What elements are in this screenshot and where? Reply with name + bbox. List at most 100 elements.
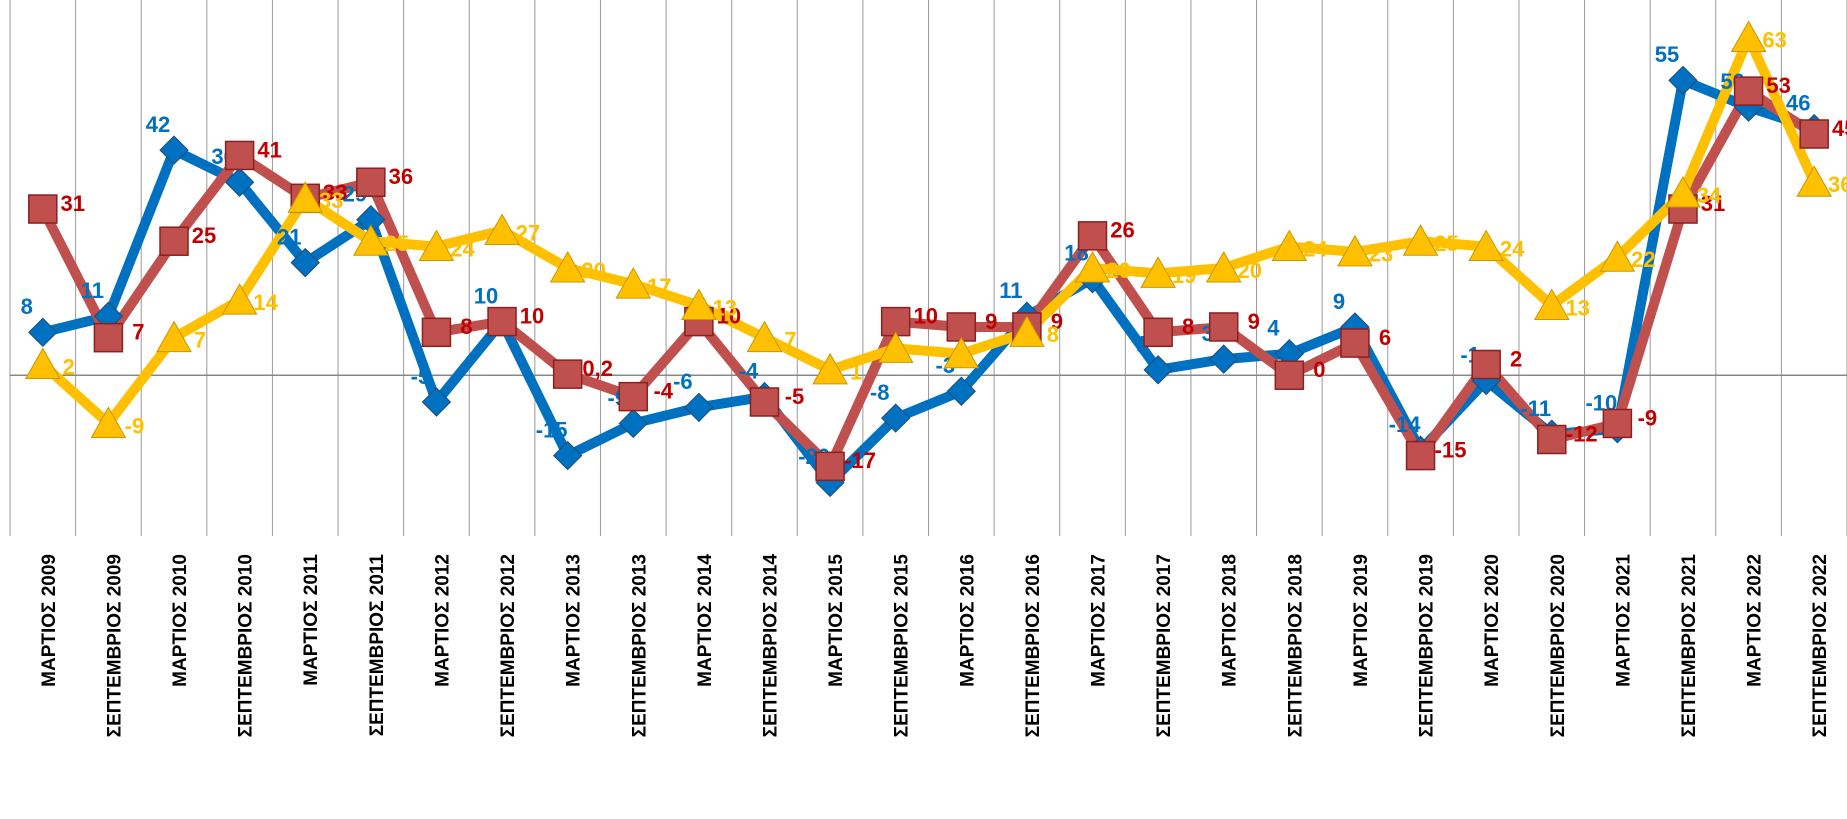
x-tick-label: ΣΕΠΤΕΜΒΡΙΟΣ 2021 xyxy=(1679,554,1700,738)
data-label: 9 xyxy=(985,309,997,334)
marker xyxy=(1271,229,1308,262)
x-tick-label: ΣΕΠΤΕΜΒΡΙΟΣ 2010 xyxy=(236,554,257,737)
x-tick-label: ΣΕΠΤΕΜΒΡΙΟΣ 2017 xyxy=(1154,554,1175,737)
data-label: 31 xyxy=(1701,191,1725,216)
data-label: 25 xyxy=(192,223,216,248)
marker xyxy=(93,322,124,353)
marker xyxy=(1077,221,1108,251)
x-tick-label: ΜΑΡΤΙΟΣ 2016 xyxy=(957,554,978,687)
data-label: 55 xyxy=(1655,42,1679,67)
marker xyxy=(1665,175,1701,208)
data-label: -9 xyxy=(125,413,145,438)
marker xyxy=(1209,344,1239,374)
data-label: -4 xyxy=(653,378,673,403)
x-tick-label: ΣΕΠΤΕΜΒΡΙΟΣ 2014 xyxy=(760,554,781,738)
x-tick-label: ΣΕΠΤΕΜΒΡΙΟΣ 2009 xyxy=(104,554,125,737)
marker xyxy=(1468,229,1505,262)
marker xyxy=(946,312,977,342)
data-label: 2 xyxy=(1510,346,1522,371)
data-label: 7 xyxy=(132,319,144,344)
x-tick-label: ΣΕΠΤΕΜΒΡΙΟΣ 2011 xyxy=(367,554,388,737)
marker xyxy=(946,376,977,406)
marker xyxy=(681,288,717,321)
marker xyxy=(1733,76,1764,106)
data-label: 2 xyxy=(63,354,75,379)
x-tick-label: ΜΑΡΤΙΟΣ 2009 xyxy=(39,554,60,687)
marker xyxy=(484,213,520,245)
data-label: 33 xyxy=(323,180,347,205)
marker xyxy=(159,135,189,165)
marker xyxy=(552,440,583,471)
marker xyxy=(356,167,386,197)
marker xyxy=(812,352,848,385)
data-label: 1 xyxy=(850,360,862,385)
marker xyxy=(1074,250,1111,283)
marker xyxy=(815,451,845,482)
data-label: -5 xyxy=(411,364,431,389)
data-label: 11 xyxy=(999,278,1022,303)
data-label: 53 xyxy=(1766,73,1790,98)
marker xyxy=(352,224,389,256)
data-label: 27 xyxy=(516,220,540,245)
x-tick-label: ΜΑΡΤΙΟΣ 2013 xyxy=(564,554,585,687)
data-label: 6 xyxy=(1379,325,1391,350)
x-tick-label: ΜΑΡΤΙΟΣ 2021 xyxy=(1613,554,1634,687)
data-label: 46 xyxy=(1786,90,1810,115)
x-tick-label: ΜΑΡΤΙΟΣ 2017 xyxy=(1089,554,1110,687)
x-tick-label: ΣΕΠΤΕΜΒΡΙΟΣ 2019 xyxy=(1417,554,1438,737)
data-label: -15 xyxy=(1435,437,1467,462)
marker xyxy=(1208,312,1239,342)
marker xyxy=(418,229,455,262)
data-label: 8 xyxy=(21,294,33,319)
marker xyxy=(749,387,780,417)
marker xyxy=(28,194,58,224)
data-label: 7 xyxy=(194,327,206,352)
x-tick-label: ΣΕΠΤΕΜΒΡΙΟΣ 2016 xyxy=(1023,554,1044,737)
marker xyxy=(618,381,649,412)
data-label: 10 xyxy=(717,303,741,328)
data-label: 36 xyxy=(389,164,413,189)
data-label: 33 xyxy=(319,188,343,213)
data-label: -17 xyxy=(844,448,876,473)
x-tick-label: ΣΕΠΤΕΜΒΡΙΟΣ 2022 xyxy=(1810,554,1831,737)
marker xyxy=(90,406,127,438)
data-label: 45 xyxy=(1832,116,1847,141)
data-label: 4 xyxy=(1267,316,1280,341)
data-label: 20 xyxy=(1237,258,1261,283)
marker xyxy=(224,140,255,171)
data-label: 9 xyxy=(1333,289,1345,314)
data-label: 25 xyxy=(385,231,409,256)
data-label: 63 xyxy=(1762,27,1786,52)
marker xyxy=(1340,328,1370,358)
marker xyxy=(28,317,58,348)
data-label: -4 xyxy=(739,358,759,383)
data-label: 20 xyxy=(1106,258,1130,283)
marker xyxy=(1799,119,1829,149)
marker xyxy=(1796,165,1833,197)
data-label: 34 xyxy=(1697,183,1722,208)
marker xyxy=(156,320,192,353)
data-label: 9 xyxy=(1248,309,1260,334)
series-line xyxy=(39,32,1819,429)
marker xyxy=(1599,240,1636,272)
data-label: 10 xyxy=(913,303,937,328)
data-label: 42 xyxy=(146,112,170,137)
x-tick-label: ΣΕΠΤΕΜΒΡΙΟΣ 2012 xyxy=(498,554,519,737)
marker xyxy=(290,247,320,278)
data-label: 19 xyxy=(1172,263,1196,288)
marker xyxy=(1537,424,1567,455)
marker xyxy=(421,387,452,417)
data-label: 9 xyxy=(1051,309,1063,334)
x-tick-label: ΜΑΡΤΙΟΣ 2020 xyxy=(1482,554,1503,687)
marker xyxy=(618,408,648,439)
data-label: 0,2 xyxy=(582,356,613,381)
marker xyxy=(421,317,452,348)
marker xyxy=(877,331,914,363)
data-label: 23 xyxy=(1369,242,1393,267)
marker xyxy=(1009,315,1045,347)
marker xyxy=(24,347,61,379)
marker xyxy=(684,392,714,423)
marker xyxy=(943,336,980,369)
data-label: 11 xyxy=(81,278,104,303)
